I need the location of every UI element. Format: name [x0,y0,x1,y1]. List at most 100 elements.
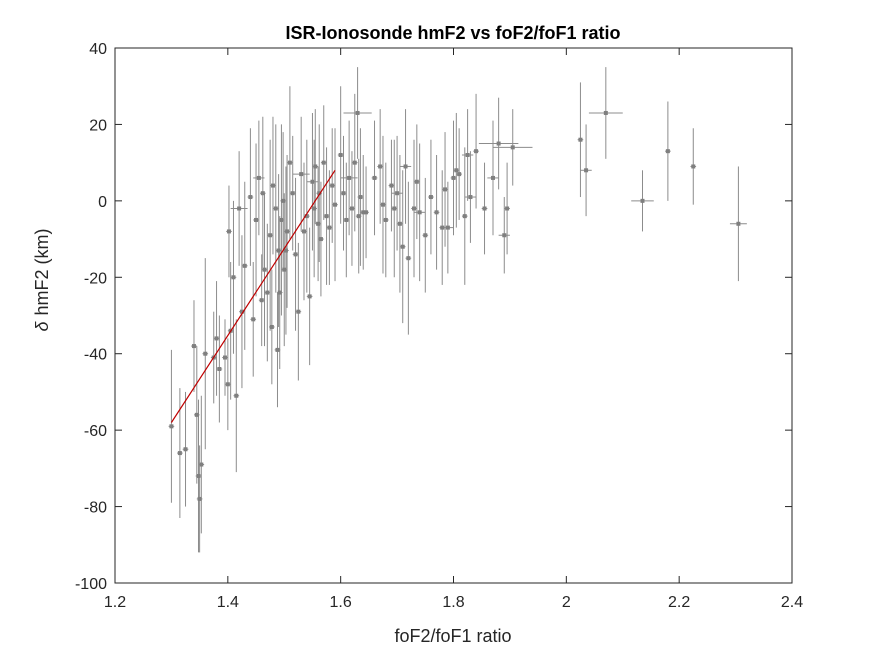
x-tick-label: 1.4 [217,594,239,611]
data-point [199,462,204,467]
data-point [197,496,202,501]
data-point [400,244,405,249]
data-point [383,217,388,222]
data-point [440,225,445,230]
data-point [443,187,448,192]
data-point [312,206,317,211]
data-point [338,153,343,157]
data-point [203,351,208,356]
data-point [482,206,487,211]
data-point [465,153,470,157]
data-point [356,214,361,219]
data-point [285,229,290,234]
x-axis-title: foF2/foF1 ratio [394,626,511,646]
data-point [214,336,219,341]
y-axis-title: δ hmF2 (km) [32,228,52,331]
data-point [665,149,670,154]
data-point [397,221,402,226]
data-point [445,225,450,230]
data-point [640,198,645,203]
data-point [313,164,318,169]
data-point [333,202,338,207]
data-point [169,424,174,429]
data-point [183,447,188,452]
data-point [269,324,274,329]
x-tick-label: 1.8 [442,594,464,611]
data-point [237,206,242,211]
y-axis-ticks: -100 -80 -60 -40 -20 0 20 40 [75,41,792,593]
y-tick-label: -40 [84,347,107,364]
data-point [248,195,253,200]
data-point [496,141,501,146]
data-point [254,217,259,222]
point-layer [169,110,741,501]
data-point [327,225,332,230]
data-point [502,233,507,238]
y-tick-label: -60 [84,423,107,440]
data-point [310,179,315,184]
data-point [293,252,298,257]
data-point [260,191,265,196]
data-point [510,145,515,150]
data-point [318,237,323,242]
x-tick-label: 2.4 [781,594,803,611]
data-point [231,275,236,280]
data-point [389,183,394,188]
data-point [259,298,264,303]
data-point [304,214,309,219]
data-point [403,164,408,169]
data-point [423,233,428,238]
data-point [457,172,462,177]
data-point [352,160,357,165]
y-tick-label: 40 [89,41,107,58]
fit-layer [170,169,336,423]
data-point [268,233,273,238]
data-point [736,221,741,226]
y-tick-label: -20 [84,270,107,287]
data-point [265,290,270,295]
data-point [316,221,321,226]
data-point [270,183,275,188]
data-point [603,110,608,115]
data-point [406,256,411,261]
data-point [296,309,301,314]
data-point [256,175,261,180]
data-point [177,451,182,456]
data-point [299,172,304,177]
data-point [226,229,231,234]
y-tick-label: 20 [89,117,107,134]
y-tick-label: -80 [84,500,107,517]
data-point [196,474,201,478]
data-point [691,164,696,169]
data-point [372,175,377,180]
data-point [282,267,287,272]
data-point [225,382,230,387]
data-point [191,344,196,349]
data-point [223,355,228,360]
data-point [349,206,354,211]
data-point [344,217,349,222]
x-tick-label: 2.2 [668,594,690,611]
data-point [242,263,247,268]
data-point [358,195,363,200]
data-point [341,191,346,196]
data-point [392,206,397,211]
data-point [417,210,422,215]
x-tick-label: 1.2 [104,594,126,611]
x-tick-label: 1.6 [330,594,352,611]
data-point [505,206,510,211]
data-point [454,168,459,173]
data-point [239,309,244,314]
data-point [262,267,267,272]
data-point [317,191,322,196]
data-point [468,195,473,200]
data-point [361,210,366,215]
data-point [276,248,281,253]
data-point [490,175,495,180]
data-point [279,217,284,222]
data-point [355,110,360,115]
data-point [434,210,439,215]
data-point [380,202,385,207]
x-tick-label: 2 [562,594,571,611]
